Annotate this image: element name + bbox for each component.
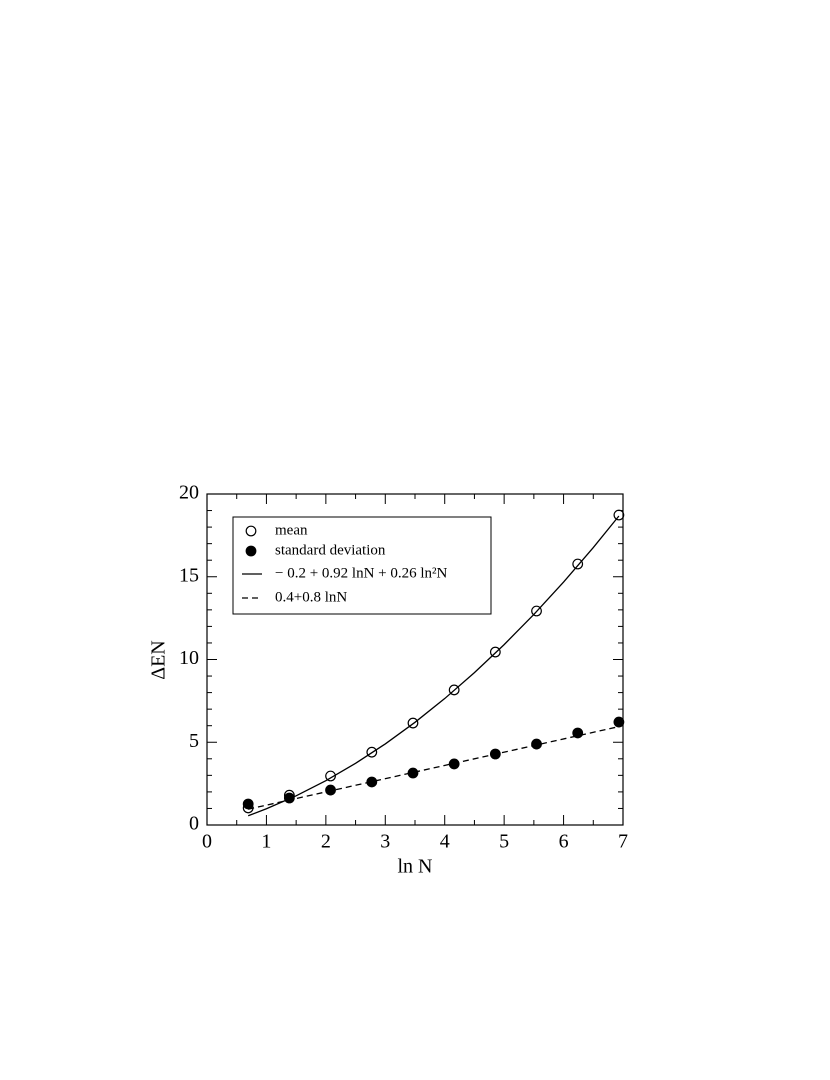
- data-point: [531, 738, 542, 750]
- data-point: [283, 792, 295, 804]
- x-tick-label: 6: [559, 831, 569, 853]
- fit-line: [248, 725, 620, 810]
- y-tick-label: 15: [179, 564, 199, 586]
- data-point: [448, 684, 460, 696]
- data-point: [407, 717, 419, 729]
- legend-label: standard deviation: [275, 542, 386, 558]
- x-tick-label: 3: [380, 831, 390, 853]
- x-tick-label: 5: [499, 831, 509, 853]
- y-axis-label: ΔEN: [148, 640, 170, 680]
- y-tick-label: 0: [189, 813, 199, 835]
- x-axis-label: ln N: [398, 856, 433, 878]
- data-point: [366, 776, 378, 788]
- data-point: [613, 716, 625, 728]
- legend-label: 0.4+0.8 lnN: [275, 589, 347, 605]
- x-tick-label: 0: [202, 831, 212, 853]
- legend-box: [232, 516, 492, 615]
- data-point: [613, 509, 625, 521]
- data-point: [572, 558, 584, 570]
- data-point: [242, 798, 254, 810]
- fit-line: [247, 515, 620, 817]
- x-tick-label: 2: [321, 831, 331, 853]
- x-tick-label: 4: [440, 831, 450, 853]
- y-tick-label: 20: [179, 482, 199, 504]
- legend-marker: [245, 525, 257, 537]
- y-tick-label: 5: [189, 730, 199, 752]
- data-point: [325, 770, 336, 782]
- data-point: [325, 784, 336, 796]
- x-tick-label: 7: [618, 831, 628, 853]
- data-point: [489, 646, 501, 658]
- data-point: [366, 746, 378, 758]
- legend-label: − 0.2 + 0.92 lnN + 0.26 ln²N: [275, 565, 448, 581]
- data-point: [531, 605, 542, 617]
- legend-label: mean: [275, 522, 308, 538]
- y-tick-label: 10: [179, 647, 199, 669]
- x-tick-label: 1: [261, 831, 271, 853]
- legend-marker: [245, 545, 257, 557]
